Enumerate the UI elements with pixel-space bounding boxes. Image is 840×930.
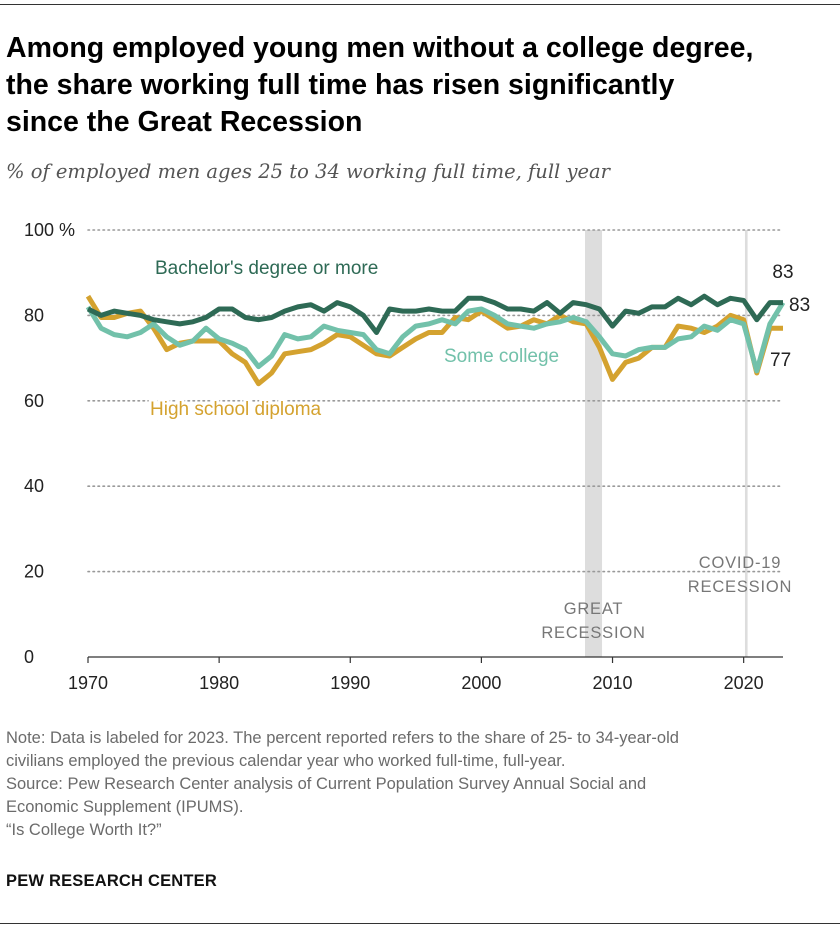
brand-label: PEW RESEARCH CENTER <box>6 872 217 890</box>
some-college-series-label: Some college <box>444 346 559 367</box>
high-school-series-label: High school diploma <box>150 399 322 420</box>
recession-band-great <box>584 230 603 657</box>
high-school-end-label: 77 <box>770 350 791 371</box>
note-line-1: Note: Data is labeled for 2023. The perc… <box>6 729 679 747</box>
title-line-3: since the Great Recession <box>6 106 363 138</box>
y-tick-label-0: 0 <box>24 647 34 667</box>
covid-recession-label-1: COVID-19 <box>699 554 782 572</box>
some-college-line <box>85 301 786 374</box>
covid-recession-label-2: RECESSION <box>688 578 792 596</box>
x-tick-label-1970: 1970 <box>68 673 108 693</box>
great-recession-label-2: RECESSION <box>541 624 645 642</box>
some-college-end-label: 83 <box>789 295 810 316</box>
chart-subtitle: % of employed men ages 25 to 34 working … <box>6 160 610 183</box>
title-line-1: Among employed young men without a colle… <box>6 32 754 64</box>
great-recession-label-1: GREAT <box>564 600 624 618</box>
chart-title: Among employed young men without a colle… <box>6 30 836 141</box>
y-tick-label-100: 100 % <box>24 220 75 240</box>
bottom-rule <box>0 923 840 924</box>
report-title-line: “Is College Worth It?” <box>6 821 162 839</box>
line-chart: 0 20 40 60 80 100 % GREAT RECESSION COVID-19 RECE… <box>24 220 813 693</box>
top-rule <box>0 4 840 5</box>
notes-block: Note: Data is labeled for 2023. The perc… <box>6 727 836 842</box>
note-line-2: civilians employed the previous calendar… <box>6 752 566 770</box>
y-tick-label-20: 20 <box>24 562 44 582</box>
x-tick-label-2020: 2020 <box>724 673 764 693</box>
bachelor-end-label: 83 <box>772 262 793 283</box>
source-line-1: Source: Pew Research Center analysis of … <box>6 775 647 793</box>
x-tick-label-2010: 2010 <box>593 673 633 693</box>
bachelor-line <box>86 293 783 335</box>
y-tick-label-80: 80 <box>24 305 44 325</box>
x-tick-label-1980: 1980 <box>199 673 239 693</box>
x-tick-label-1990: 1990 <box>330 673 370 693</box>
y-tick-label-60: 60 <box>24 391 44 411</box>
source-line-2: Economic Supplement (IPUMS). <box>6 798 244 816</box>
recession-band-covid <box>744 230 748 657</box>
x-tick-label-2000: 2000 <box>461 673 501 693</box>
bachelor-series-label: Bachelor's degree or more <box>155 258 378 279</box>
title-line-2: the share working full time has risen si… <box>6 69 675 101</box>
y-tick-label-40: 40 <box>24 476 44 496</box>
